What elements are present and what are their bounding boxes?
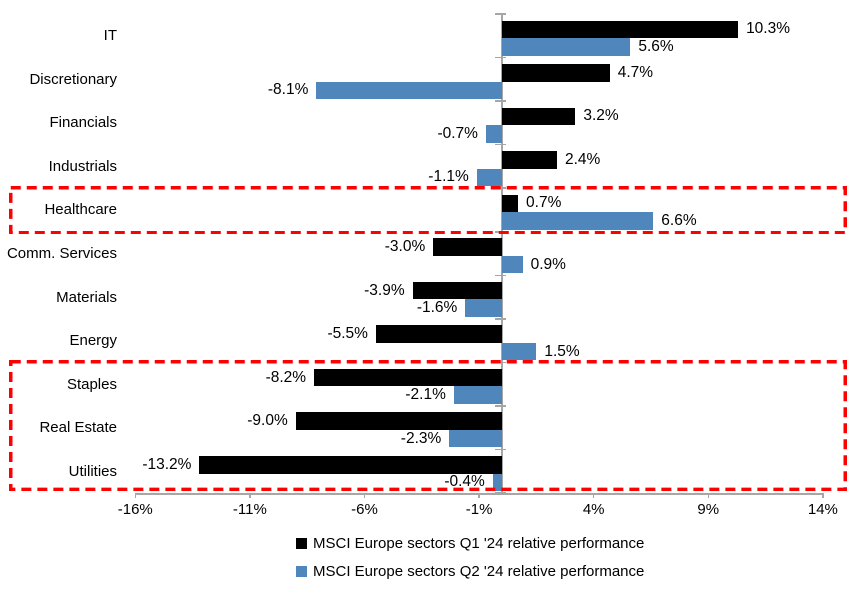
data-label: -1.1%	[428, 168, 469, 186]
bar-q2-energy	[502, 342, 537, 361]
data-label: -3.0%	[384, 238, 426, 255]
data-label: 0.9%	[530, 255, 566, 273]
bar-q2-discretionary	[316, 81, 502, 100]
x-tick-label: -11%	[232, 501, 267, 518]
bar-q2-comm-services	[502, 255, 523, 274]
x-tick-label: -1%	[465, 501, 493, 518]
category-tick	[495, 361, 506, 364]
bar-q1-discretionary	[502, 64, 610, 82]
data-label: -13.2%	[142, 455, 192, 473]
data-label: 10.3%	[746, 20, 791, 38]
bar-q1-comm-services	[433, 238, 502, 256]
category-label: Financials	[49, 114, 117, 132]
legend-swatch-q1	[296, 537, 307, 549]
x-axis-tick	[249, 493, 251, 498]
data-label: -5.5%	[327, 325, 368, 343]
bar-q1-it	[502, 20, 739, 38]
bar-q1-financials	[502, 107, 576, 126]
bar-q1-industrials	[502, 151, 557, 169]
bar-q2-utilities	[492, 473, 502, 491]
data-label: -0.7%	[437, 124, 478, 142]
legend-label-q2: MSCI Europe sectors Q2 '24 relative perf…	[313, 562, 645, 580]
category-label: Energy	[69, 332, 117, 350]
legend: MSCI Europe sectors Q1 '24 relative perf…	[296, 534, 644, 590]
legend-item-q1: MSCI Europe sectors Q1 '24 relative perf…	[296, 534, 644, 552]
data-label: 5.6%	[638, 37, 674, 55]
x-tick-label: 9%	[697, 501, 720, 518]
bar-q2-it	[502, 38, 631, 56]
bar-q2-staples	[453, 386, 502, 404]
bar-q1-utilities	[199, 456, 502, 474]
category-tick	[495, 143, 506, 146]
data-label: 0.7%	[526, 194, 562, 212]
data-label: 6.6%	[661, 211, 697, 229]
bar-q2-financials	[485, 125, 502, 143]
category-tick	[495, 318, 506, 320]
x-axis-tick	[707, 493, 710, 498]
legend-label-q1: MSCI Europe sectors Q1 '24 relative perf…	[313, 534, 645, 552]
x-tick-label: 14%	[807, 501, 838, 518]
bar-q1-staples	[314, 368, 502, 387]
bar-q1-real-estate	[295, 412, 502, 430]
x-axis-tick	[822, 493, 824, 498]
category-tick	[495, 56, 506, 59]
category-label: Industrials	[48, 157, 117, 175]
bar-q2-materials	[465, 299, 502, 317]
data-label: -1.6%	[416, 299, 458, 317]
category-label: Healthcare	[44, 201, 117, 219]
bar-q1-energy	[375, 325, 502, 343]
data-label: -2.3%	[400, 429, 442, 447]
x-tick-label: -6%	[351, 501, 378, 518]
x-axis-tick	[592, 493, 595, 498]
data-label: -2.1%	[405, 386, 446, 404]
category-tick	[495, 13, 506, 15]
data-label: 1.5%	[544, 342, 580, 360]
bar-q1-materials	[412, 281, 502, 300]
legend-item-q2: MSCI Europe sectors Q2 '24 relative perf…	[296, 562, 644, 580]
category-label: Comm. Services	[6, 245, 117, 263]
data-label: -9.0%	[247, 412, 288, 430]
data-label: -3.9%	[364, 281, 405, 299]
data-label: -8.1%	[267, 81, 309, 99]
data-label: -8.2%	[265, 368, 307, 386]
x-tick-label: -16%	[117, 501, 153, 518]
category-tick	[495, 100, 506, 102]
bar-q2-healthcare	[502, 212, 654, 230]
data-label: 2.4%	[565, 150, 601, 168]
category-tick	[495, 405, 506, 407]
value-axis-line	[501, 14, 503, 493]
category-tick	[495, 187, 506, 189]
category-label: Materials	[56, 288, 117, 306]
x-axis-tick	[478, 493, 480, 498]
category-tick	[495, 274, 506, 277]
bar-q1-healthcare	[502, 194, 519, 213]
category-label: Staples	[66, 375, 117, 393]
category-tick	[495, 231, 506, 233]
data-label: 3.2%	[583, 107, 619, 125]
category-label: Utilities	[68, 462, 117, 480]
category-tick	[495, 448, 506, 451]
category-label: IT	[103, 27, 117, 45]
x-tick-label: 4%	[582, 501, 605, 518]
bar-q2-industrials	[476, 168, 502, 187]
data-label: -0.4%	[444, 473, 485, 491]
data-label: 4.7%	[617, 63, 654, 81]
x-axis-tick	[363, 493, 366, 498]
x-axis-tick	[134, 493, 137, 498]
category-label: Real Estate	[39, 419, 117, 437]
legend-swatch-q2	[296, 565, 307, 577]
category-label: Discretionary	[29, 70, 117, 88]
bar-q2-real-estate	[449, 429, 502, 448]
